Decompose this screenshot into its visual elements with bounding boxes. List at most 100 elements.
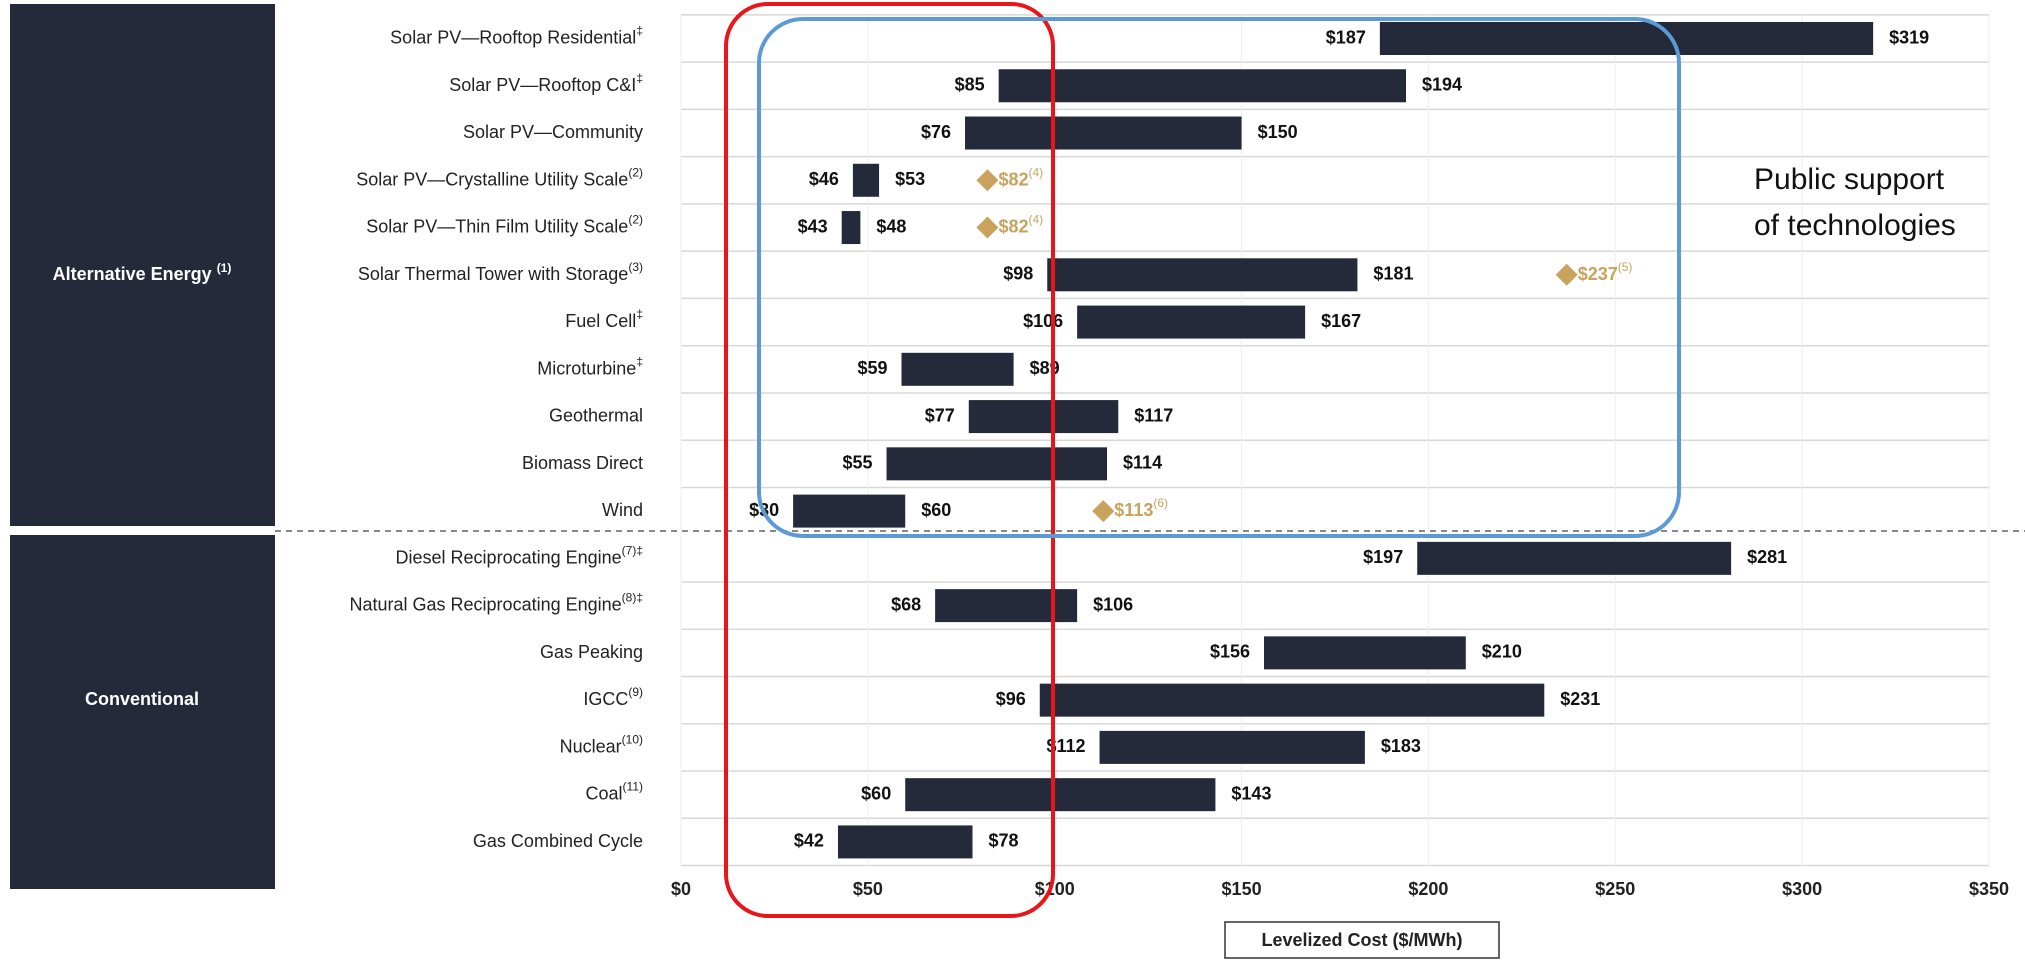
category-label: Solar Thermal Tower with Storage(3) xyxy=(358,260,643,284)
category-name: Coal xyxy=(586,783,623,803)
category-note: (7)‡ xyxy=(622,544,643,558)
high-label: $181 xyxy=(1373,264,1413,284)
diamond-note: (5) xyxy=(1618,260,1633,274)
category-label: Fuel Cell‡ xyxy=(565,307,643,331)
low-label: $156 xyxy=(1210,642,1250,662)
category-note: (2) xyxy=(628,165,643,179)
category-label: Geothermal xyxy=(549,405,643,425)
low-label: $187 xyxy=(1326,27,1366,47)
diamond-marker xyxy=(1555,263,1578,286)
high-label: $114 xyxy=(1123,453,1162,473)
x-axis-label: Levelized Cost ($/MWh) xyxy=(1261,930,1462,950)
low-label: $42 xyxy=(794,831,824,851)
high-label: $53 xyxy=(895,169,925,189)
low-label: $96 xyxy=(996,689,1026,709)
category-name: Solar PV—Thin Film Utility Scale xyxy=(366,216,628,236)
low-label: $98 xyxy=(1003,264,1033,284)
category-name: Gas Combined Cycle xyxy=(473,831,643,851)
x-tick-label: $150 xyxy=(1222,879,1262,899)
category-label: Gas Combined Cycle xyxy=(473,831,643,851)
category-name: Natural Gas Reciprocating Engine xyxy=(350,594,622,614)
high-label: $60 xyxy=(921,500,951,520)
bar xyxy=(965,116,1242,150)
diamond-value-label: $82 xyxy=(998,216,1028,236)
bar xyxy=(935,589,1078,623)
highlight-box xyxy=(757,17,1681,538)
diamond-label: $237(5) xyxy=(1578,260,1633,284)
category-name: Gas Peaking xyxy=(540,642,643,662)
low-label: $76 xyxy=(921,122,951,142)
diamond-note: (4) xyxy=(1028,165,1043,179)
category-name: Wind xyxy=(602,500,643,520)
diamond-marker xyxy=(976,216,999,239)
high-label: $281 xyxy=(1747,547,1787,567)
plot: $0 $50 $100 $150 $200 $250 $300 $350 Alternative… xyxy=(53,14,2009,899)
high-label: $143 xyxy=(1231,783,1271,803)
category-name: IGCC xyxy=(583,689,628,709)
high-label: $117 xyxy=(1134,405,1173,425)
category-note: ‡ xyxy=(636,354,643,368)
low-label: $106 xyxy=(1023,311,1063,331)
category-label: Biomass Direct xyxy=(522,453,643,473)
group-note: (1) xyxy=(217,261,232,275)
diamond-marker xyxy=(1092,500,1115,523)
diamond-label: $113(6) xyxy=(1114,496,1168,520)
category-name: Fuel Cell xyxy=(565,311,636,331)
bar xyxy=(837,825,973,859)
category-name: Microturbine xyxy=(537,358,636,378)
category-label: Diesel Reciprocating Engine(7)‡ xyxy=(396,544,643,568)
bar xyxy=(1077,305,1306,339)
x-tick-label: $100 xyxy=(1035,879,1075,899)
category-note: ‡ xyxy=(636,307,643,321)
low-label: $59 xyxy=(857,358,887,378)
high-label: $106 xyxy=(1093,594,1133,614)
group-name: Conventional xyxy=(85,689,199,709)
category-name: Solar PV—Rooftop C&I xyxy=(449,75,636,95)
x-tick-label: $0 xyxy=(671,879,691,899)
bar xyxy=(968,400,1119,434)
bar xyxy=(1039,683,1545,717)
category-note: ‡ xyxy=(636,71,643,85)
high-label: $167 xyxy=(1321,311,1361,331)
diamond-value-label: $82 xyxy=(998,169,1028,189)
group-label: Conventional xyxy=(85,689,199,709)
bar xyxy=(1099,730,1365,764)
category-label: Solar PV—Community xyxy=(463,122,643,142)
high-label: $194 xyxy=(1422,75,1462,95)
x-label-box xyxy=(1224,921,1500,959)
category-label: Coal(11) xyxy=(586,780,643,804)
low-label: $43 xyxy=(798,216,828,236)
x-tick-label: $50 xyxy=(853,879,883,899)
category-name: Solar Thermal Tower with Storage xyxy=(358,264,628,284)
high-label: $183 xyxy=(1381,736,1421,756)
category-note: (8)‡ xyxy=(622,591,643,605)
annotation: of technologies xyxy=(1754,209,1956,242)
bar xyxy=(793,494,906,528)
category-label: Solar PV—Rooftop Residential‡ xyxy=(390,24,643,48)
low-label: $77 xyxy=(925,405,955,425)
bar xyxy=(852,163,880,197)
bar xyxy=(886,447,1108,481)
annotation: Public support xyxy=(1754,163,1945,196)
category-name: Diesel Reciprocating Engine xyxy=(396,547,622,567)
bar xyxy=(901,352,1014,386)
category-label: Solar PV—Rooftop C&I‡ xyxy=(449,71,643,95)
bar xyxy=(1379,22,1874,55)
bar xyxy=(905,778,1216,812)
bar xyxy=(841,211,861,245)
low-label: $85 xyxy=(955,75,985,95)
diamond-value-label: $113 xyxy=(1114,500,1153,520)
bar xyxy=(1263,636,1466,670)
category-note: (10) xyxy=(622,733,643,747)
diamond-value-label: $237 xyxy=(1578,264,1618,284)
x-tick-label: $350 xyxy=(1969,879,2009,899)
x-tick-label: $250 xyxy=(1595,879,1635,899)
bar xyxy=(998,69,1407,103)
high-label: $319 xyxy=(1889,27,1929,47)
category-label: Solar PV—Crystalline Utility Scale(2) xyxy=(356,165,643,189)
category-note: (3) xyxy=(628,260,643,274)
high-label: $210 xyxy=(1482,642,1522,662)
category-label: Wind xyxy=(602,500,643,520)
group-label: Alternative Energy (1) xyxy=(53,261,232,284)
